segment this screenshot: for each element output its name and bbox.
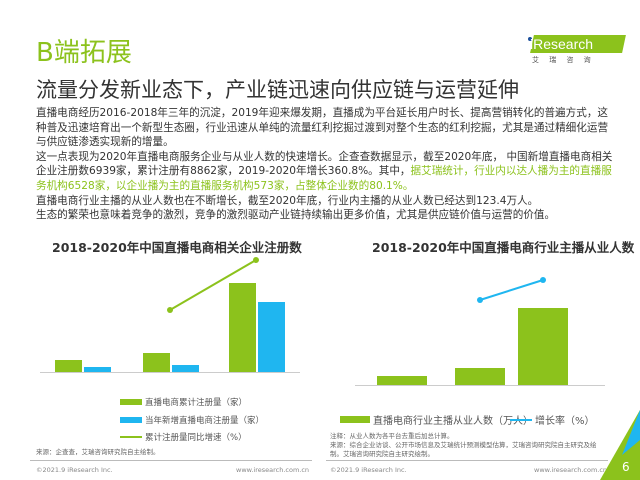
bar bbox=[172, 365, 199, 372]
highlight-text: 据艾瑞统计，行业内以达人播为主的直播服务机构6528家，以企业播为主的直播服务机… bbox=[36, 165, 612, 192]
footer-copyright: ©2021.9 iResearch Inc. bbox=[330, 466, 407, 474]
page-title: B端拓展 bbox=[36, 38, 132, 68]
bar bbox=[84, 367, 111, 372]
legend-item: 直播电商行业主播从业人数（万人） bbox=[340, 412, 533, 427]
legend-item: 累计注册量同比增速（%） bbox=[120, 431, 247, 443]
line-point bbox=[477, 297, 483, 303]
legend-item: 直播电商累计注册量（家） bbox=[120, 396, 247, 408]
line-point bbox=[540, 277, 546, 283]
legend-item: 当年新增直播电商注册量（家） bbox=[120, 414, 264, 426]
chart2-source: 来源：综合企业访谈、公开市场信息及艾瑞统计预测模型估算，艾瑞咨询研究院自主研究及… bbox=[330, 441, 597, 458]
legend-swatch bbox=[120, 399, 142, 405]
legend-label: 累计注册量同比增速（%） bbox=[145, 433, 247, 443]
line-point bbox=[253, 257, 259, 263]
footer-url: www.iresearch.com.cn bbox=[236, 466, 310, 474]
x-axis bbox=[40, 372, 300, 373]
chart1-title: 2018-2020年中国直播电商相关企业注册数 bbox=[52, 240, 302, 255]
bar bbox=[455, 367, 505, 385]
line-point bbox=[167, 307, 173, 313]
legend-label: 直播电商行业主播从业人数（万人） bbox=[373, 416, 533, 427]
bar bbox=[143, 352, 170, 372]
paragraph: 直播电商行业主播的从业人数也在不断增长，截至2020年底，行业内主播的从业人数已… bbox=[36, 194, 539, 207]
chart2-note: 注释：从业人数为各平台去重后加总计算。 bbox=[330, 432, 454, 440]
bar bbox=[229, 283, 256, 372]
chart1-source: 来源：企查查，艾瑞咨询研究院自主绘制。 bbox=[36, 448, 160, 456]
divider bbox=[326, 460, 608, 461]
bar bbox=[377, 375, 427, 385]
legend-label: 直播电商累计注册量（家） bbox=[145, 398, 248, 408]
legend-swatch bbox=[340, 416, 370, 423]
footer-copyright: ©2021.9 iResearch Inc. bbox=[36, 466, 113, 474]
footer-url: www.iresearch.com.cn bbox=[534, 466, 608, 474]
iresearch-logo: iResearch 艾 瑞 咨 询 bbox=[528, 35, 628, 65]
paragraph: 生态的繁荣也意味着竞争的激烈，竞争的激烈驱动产业链持续输出更多价值，尤其是供应链… bbox=[36, 209, 556, 222]
paragraph: 直播电商经历2016-2018年三年的沉淀，2019年迎来爆发期，直播成为平台延… bbox=[36, 107, 609, 149]
bar bbox=[258, 302, 285, 372]
paragraph: 这一点表现为2020年直播电商服务企业与从业人数的快速增长。企查查数据显示，截至… bbox=[36, 150, 616, 194]
page-number: 6 bbox=[622, 460, 630, 474]
growth-line-path bbox=[169, 259, 257, 311]
x-axis bbox=[355, 385, 605, 386]
divider bbox=[30, 460, 312, 461]
bar bbox=[518, 308, 568, 385]
legend-swatch bbox=[120, 417, 142, 423]
bar bbox=[55, 359, 82, 372]
legend-line-swatch bbox=[120, 436, 142, 438]
legend-label: 增长率（%） bbox=[535, 416, 595, 427]
page-subtitle: 流量分发新业态下，产业链迅速向供应链与运营延伸 bbox=[36, 78, 519, 102]
growth-line-path bbox=[479, 279, 544, 301]
legend-line-swatch bbox=[510, 418, 532, 421]
chart2-title: 2018-2020年中国直播电商行业主播从业人数 bbox=[372, 240, 635, 255]
legend-label: 当年新增直播电商注册量（家） bbox=[145, 416, 265, 426]
text: 这一点表现为2020年直播电商服务企业与从业人数的快速增长。企查查数据显示，截至… bbox=[36, 150, 613, 178]
legend-item: 增长率（%） bbox=[510, 412, 595, 427]
corner-decoration bbox=[600, 410, 640, 480]
body-text: 直播电商经历2016-2018年三年的沉淀，2019年迎来爆发期，直播成为平台延… bbox=[36, 106, 616, 223]
chart1 bbox=[40, 257, 300, 373]
